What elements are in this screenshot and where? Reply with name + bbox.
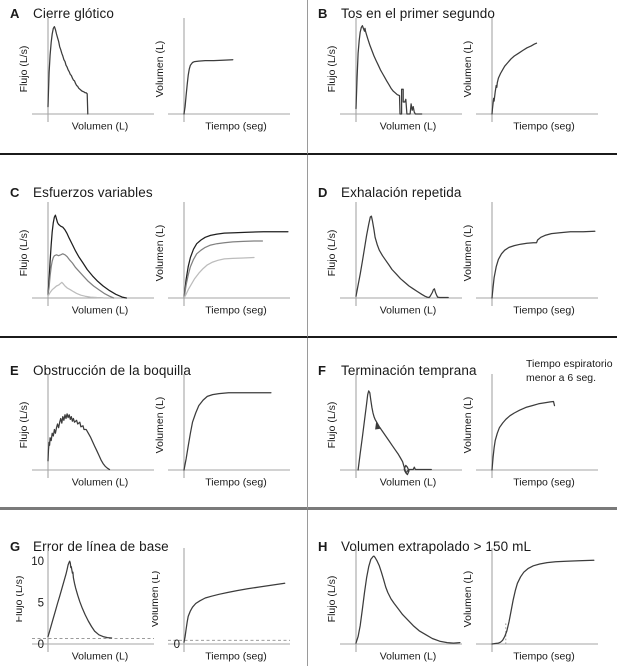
svg-text:Volumen (L): Volumen (L) [72, 477, 129, 489]
panel-title: Volumen extrapolado > 150 mL [341, 539, 532, 554]
svg-text:Tiempo (seg): Tiempo (seg) [205, 651, 266, 663]
volume-time-plot: Volumen (L) Tiempo (seg) 0 [152, 548, 290, 663]
svg-text:Flujo (L/s): Flujo (L/s) [326, 402, 338, 449]
panel-g-error-linea-base: G Error de línea de base Flujo (L/s) Volu… [0, 510, 308, 666]
panel-e-obstruccion-boquilla: E Obstrucción de la boquilla Flujo (L/s)… [0, 338, 308, 510]
panel-b-tos-primer-segundo: B Tos en el primer segundo Flujo (L/s) Vo… [308, 0, 617, 155]
svg-text:Volumen (L): Volumen (L) [380, 121, 437, 133]
svg-text:Volumen (L): Volumen (L) [462, 397, 474, 454]
svg-text:Volumen (L): Volumen (L) [72, 121, 129, 133]
panel-c-esfuerzos-variables: C Esfuerzos variables Flujo (L/s) Volumen… [0, 155, 308, 338]
svg-text:Volumen (L): Volumen (L) [154, 225, 166, 282]
flow-volume-plot: Flujo (L/s) Volumen (L) [326, 548, 462, 663]
svg-text:10: 10 [31, 556, 44, 568]
svg-text:Volumen (L): Volumen (L) [154, 41, 166, 98]
panel-d-exhalacion-repetida: D Exhalación repetida Flujo (L/s) Volumen… [308, 155, 617, 338]
flow-volume-plot: Flujo (L/s) Volumen (L) 10 5 0 [16, 548, 154, 663]
svg-text:Tiempo (seg): Tiempo (seg) [513, 477, 574, 489]
flow-volume-plot: Flujo (L/s) Volumen (L) [18, 374, 154, 489]
panel-letter: A [10, 6, 20, 21]
panel-letter: E [10, 363, 19, 378]
svg-text:Flujo (L/s): Flujo (L/s) [18, 46, 30, 93]
svg-text:Volumen (L): Volumen (L) [462, 225, 474, 282]
flow-volume-plot: Flujo (L/s) Volumen (L) [18, 202, 154, 317]
svg-text:Tiempo (seg): Tiempo (seg) [513, 121, 574, 133]
panel-h-volumen-extrapolado: H Volumen extrapolado > 150 mL Flujo (L/… [308, 510, 617, 666]
svg-text:Volumen (L): Volumen (L) [380, 305, 437, 317]
svg-text:Tiempo (seg): Tiempo (seg) [205, 121, 266, 133]
panel-title: Exhalación repetida [341, 185, 462, 200]
flow-volume-plot: Flujo (L/s) Volumen (L) [326, 374, 462, 489]
svg-text:Volumen (L): Volumen (L) [72, 305, 129, 317]
svg-text:Flujo (L/s): Flujo (L/s) [326, 46, 338, 93]
svg-text:Volumen (L): Volumen (L) [462, 571, 474, 628]
svg-text:5: 5 [38, 598, 44, 610]
panel-title: Esfuerzos variables [33, 185, 153, 200]
volume-time-plot: Volumen (L) Tiempo (seg) [462, 18, 598, 133]
volume-time-plot: Volumen (L) Tiempo (seg) [462, 374, 598, 489]
svg-text:Flujo (L/s): Flujo (L/s) [18, 230, 30, 277]
panel-letter: D [318, 185, 328, 200]
svg-text:0: 0 [174, 639, 180, 651]
svg-text:Tiempo (seg): Tiempo (seg) [205, 477, 266, 489]
panel-title: Cierre glótico [33, 6, 114, 21]
svg-text:Volumen (L): Volumen (L) [154, 397, 166, 454]
panel-title: Obstrucción de la boquilla [33, 363, 191, 378]
svg-text:Tiempo (seg): Tiempo (seg) [513, 305, 574, 317]
svg-text:Volumen (L): Volumen (L) [380, 651, 437, 663]
svg-text:Tiempo (seg): Tiempo (seg) [513, 651, 574, 663]
svg-text:Volumen (L): Volumen (L) [462, 41, 474, 98]
panel-letter: F [318, 363, 326, 378]
expiratory-time-note: Tiempo espiratorio menor a 6 seg. [526, 358, 613, 384]
panel-title: Terminación temprana [341, 363, 477, 378]
svg-text:0: 0 [38, 639, 44, 651]
volume-time-plot: Volumen (L) Tiempo (seg) [462, 548, 598, 663]
panel-f-terminacion-temprana: F Terminación temprana Tiempo espiratori… [308, 338, 617, 510]
svg-text:Volumen (L): Volumen (L) [72, 651, 129, 663]
volume-time-plot: Volumen (L) Tiempo (seg) [154, 202, 290, 317]
svg-text:Flujo (L/s): Flujo (L/s) [16, 576, 25, 623]
flow-volume-plot: Flujo (L/s) Volumen (L) [18, 18, 154, 133]
svg-text:Tiempo (seg): Tiempo (seg) [205, 305, 266, 317]
flow-volume-plot: Flujo (L/s) Volumen (L) [326, 202, 462, 317]
volume-time-plot: Volumen (L) Tiempo (seg) [154, 18, 290, 133]
volume-time-plot: Volumen (L) Tiempo (seg) [462, 202, 598, 317]
svg-text:Flujo (L/s): Flujo (L/s) [326, 230, 338, 277]
panel-title: Error de línea de base [33, 539, 169, 554]
panel-letter: H [318, 539, 328, 554]
volume-time-plot: Volumen (L) Tiempo (seg) [154, 374, 290, 489]
panel-a-cierre-glotico: A Cierre glótico Flujo (L/s) Volumen (L) … [0, 0, 308, 155]
panel-title: Tos en el primer segundo [341, 6, 495, 21]
flow-volume-plot: Flujo (L/s) Volumen (L) [326, 18, 462, 133]
panel-letter: B [318, 6, 328, 21]
panel-letter: G [10, 539, 21, 554]
panel-letter: C [10, 185, 20, 200]
svg-text:Flujo (L/s): Flujo (L/s) [18, 402, 30, 449]
svg-text:Volumen (L): Volumen (L) [380, 477, 437, 489]
svg-text:Volumen (L): Volumen (L) [152, 571, 161, 628]
svg-text:Flujo (L/s): Flujo (L/s) [326, 576, 338, 623]
